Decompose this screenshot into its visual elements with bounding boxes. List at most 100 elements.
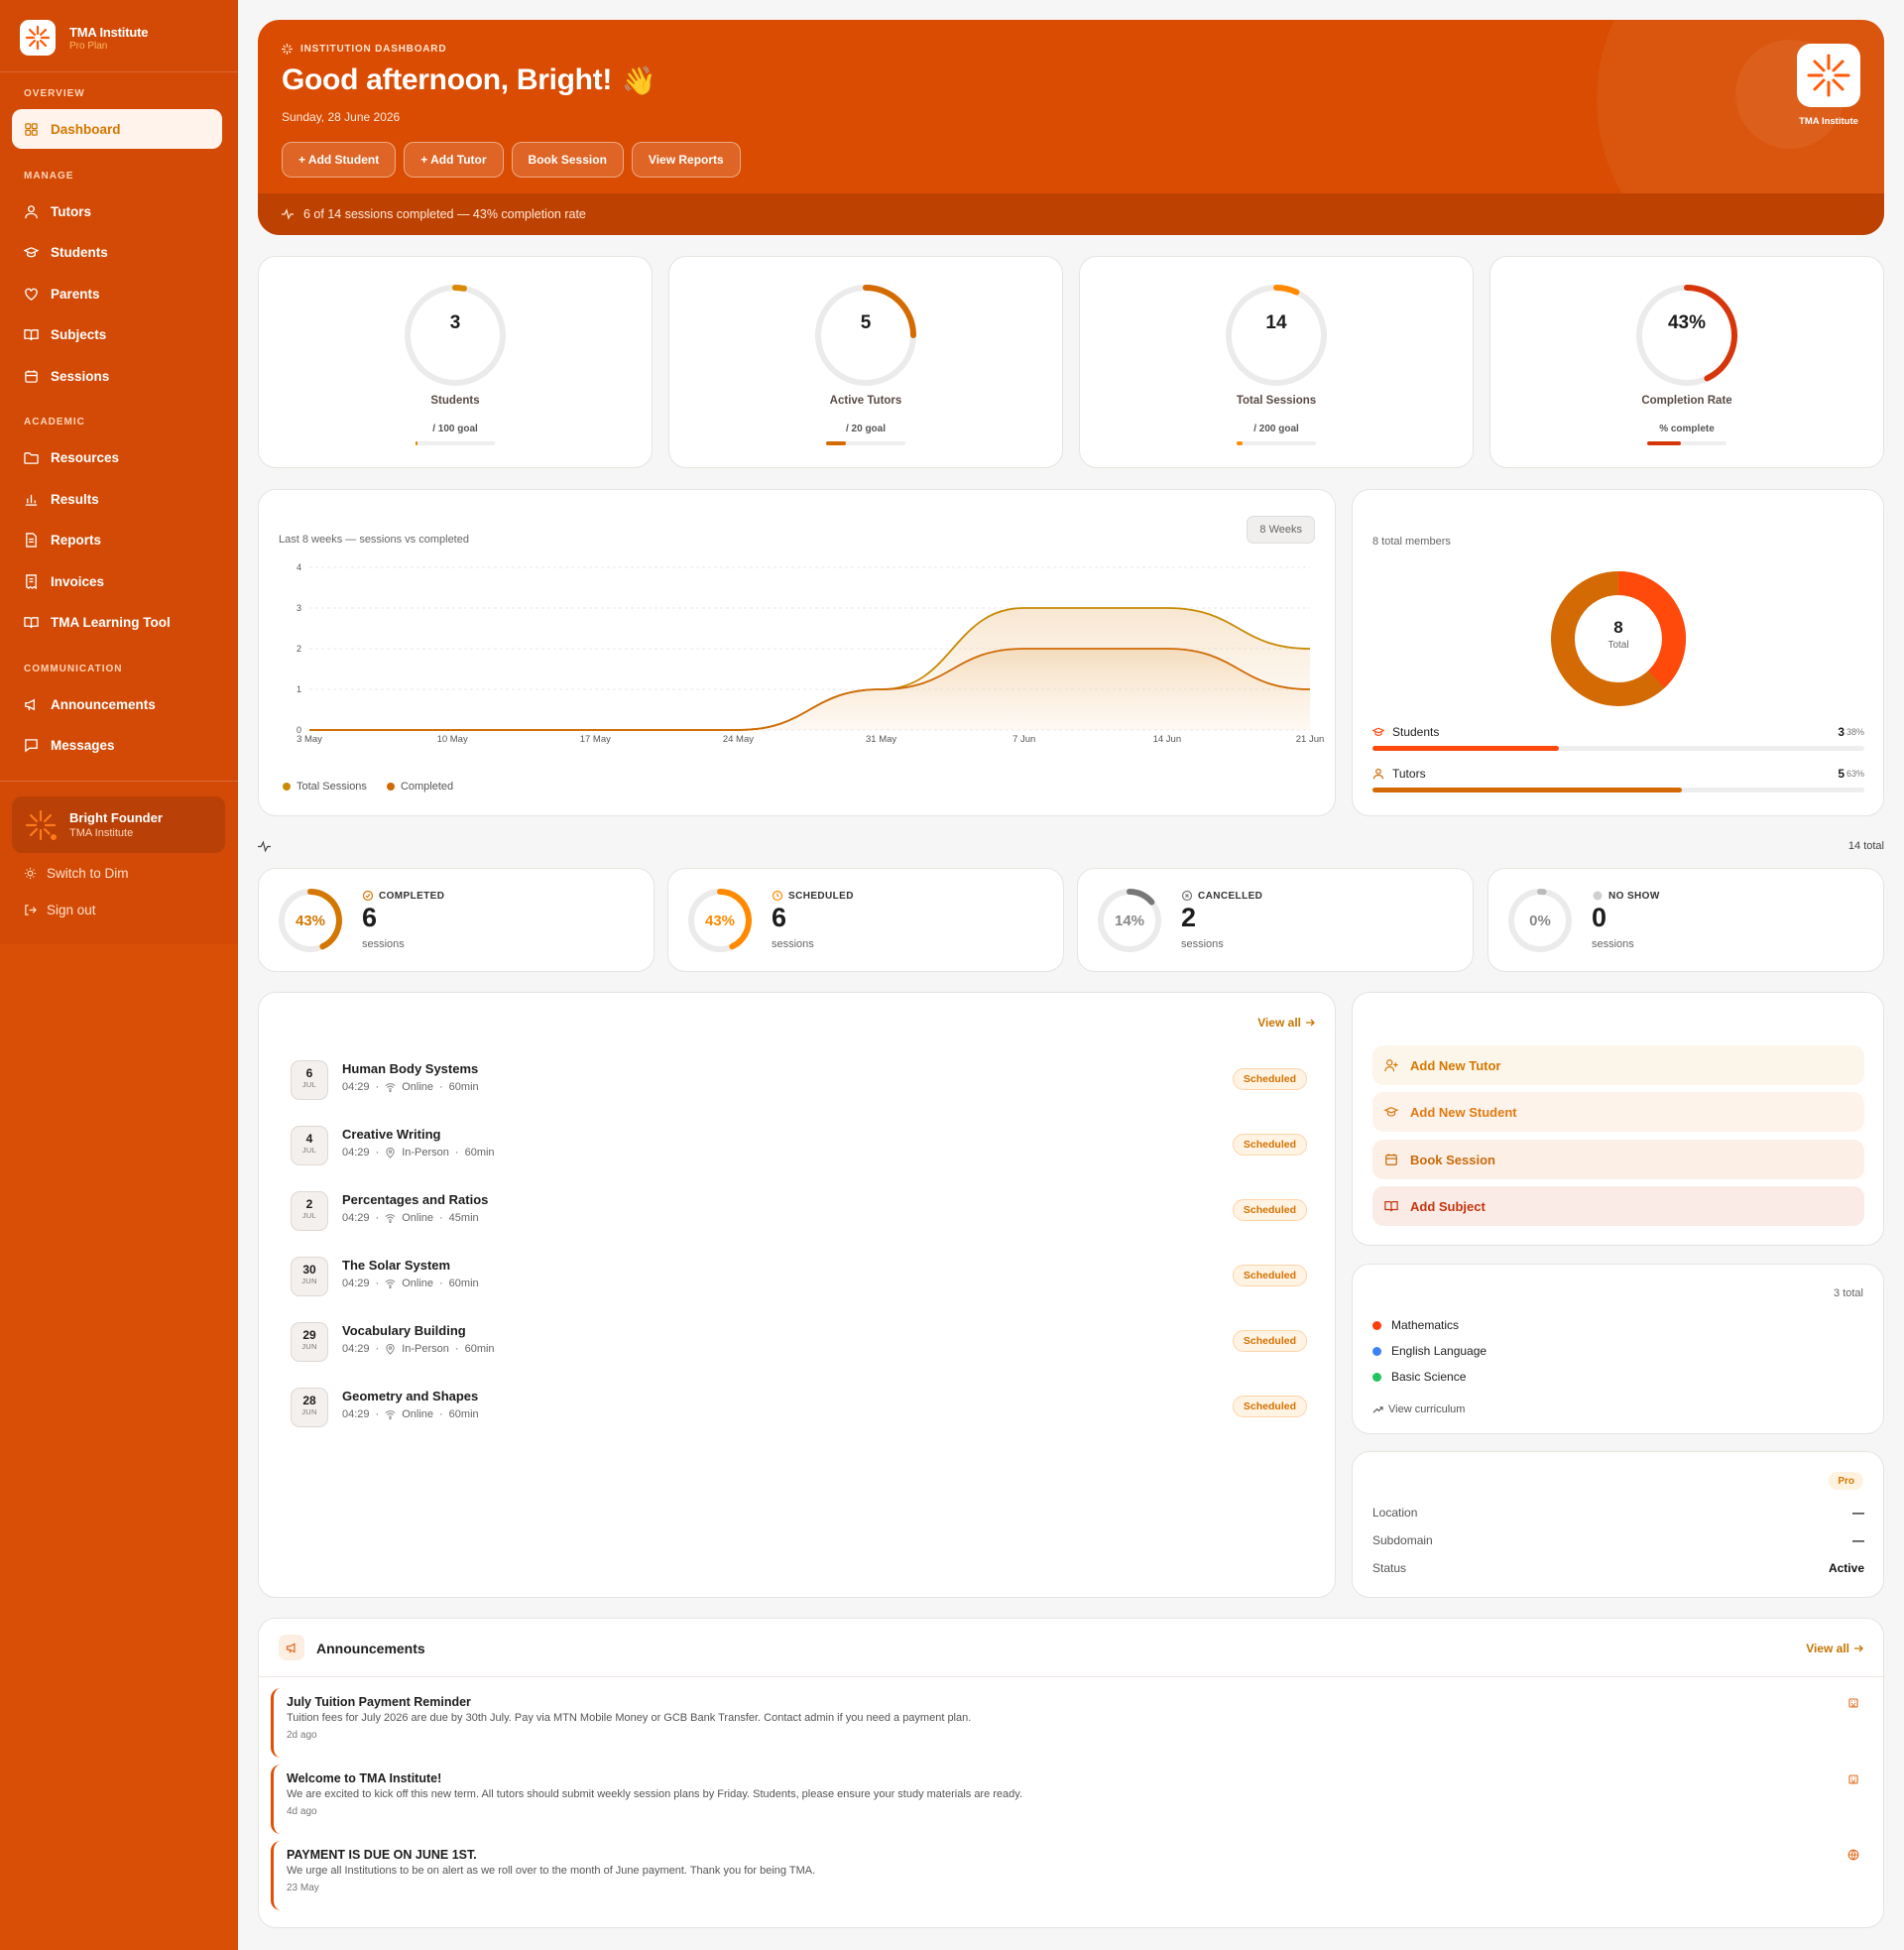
members-tutors-pct: 63% <box>1845 769 1864 779</box>
session-title: Percentages and Ratios <box>342 1192 489 1207</box>
subdomain-row: Subdomain — <box>1372 1533 1864 1547</box>
book-open-icon <box>24 328 39 340</box>
sidebar-item-invoices[interactable]: Invoices <box>12 561 222 601</box>
view-curriculum-link[interactable]: View curriculum <box>1372 1403 1465 1415</box>
sidebar-item-label: Subjects <box>51 326 107 342</box>
session-month: JUL <box>301 1211 317 1220</box>
sidebar-item-dashboard[interactable]: Dashboard <box>12 109 222 149</box>
brand-title: TMA Institute <box>69 24 149 40</box>
add-new-tutor-button[interactable]: Add New Tutor <box>1372 1045 1864 1085</box>
members-tutors-count: 5 <box>1838 767 1844 781</box>
session-mode: Online <box>402 1212 433 1224</box>
action-label: Add New Tutor <box>1410 1057 1501 1073</box>
sign-out-button[interactable]: Sign out <box>24 903 96 917</box>
view-reports-button[interactable]: View Reports <box>631 142 741 178</box>
members-students-bar-fill <box>1372 746 1560 751</box>
minus-circle-icon <box>1593 891 1603 901</box>
action-label: Add New Student <box>1410 1104 1517 1120</box>
status-label-row: COMPLETED <box>362 890 444 902</box>
y-tick-label: 2 <box>297 644 301 654</box>
announcement-item[interactable]: PAYMENT IS DUE ON JUNE 1ST. We urge all … <box>271 1841 1871 1910</box>
sidebar-item-parents[interactable]: Parents <box>12 274 222 313</box>
sidebar-item-announcements[interactable]: Announcements <box>12 684 222 724</box>
sidebar-item-messages[interactable]: Messages <box>12 725 222 765</box>
session-month: JUL <box>301 1080 317 1089</box>
add-tutor-button[interactable]: + Add Tutor <box>404 142 504 178</box>
subject-name: English Language <box>1391 1344 1488 1358</box>
sidebar-item-reports[interactable]: Reports <box>12 520 222 559</box>
sidebar-item-subjects[interactable]: Subjects <box>12 314 222 354</box>
session-date: 30 JUN <box>291 1257 328 1296</box>
x-circle-icon <box>1181 890 1193 902</box>
add-new-student-button[interactable]: Add New Student <box>1372 1092 1864 1132</box>
announcement-item[interactable]: July Tuition Payment Reminder Tuition fe… <box>271 1688 1871 1758</box>
profile-card[interactable]: Bright Founder TMA Institute <box>12 796 225 853</box>
location-pin-icon <box>386 1147 395 1158</box>
sidebar-item-sessions[interactable]: Sessions <box>12 356 222 396</box>
subject-item[interactable]: Mathematics <box>1372 1318 1459 1332</box>
sessions-view-all-link[interactable]: View all <box>1257 1016 1315 1030</box>
session-time: 04:29 <box>342 1212 370 1224</box>
series-line-completed <box>308 648 1311 731</box>
hero-banner: INSTITUTION DASHBOARD Good afternoon, Br… <box>258 20 1884 235</box>
institution-info-card: Pro Location — Subdomain — Status Active <box>1352 1451 1884 1598</box>
page-title: Good afternoon, Bright! 👋 <box>282 63 656 97</box>
sidebar-item-results[interactable]: Results <box>12 479 222 519</box>
stat-label: Completion Rate <box>1641 395 1732 407</box>
session-row[interactable]: 28 JUN Geometry and Shapes 04:29 · Onlin… <box>291 1388 1307 1431</box>
session-mode: Online <box>402 1081 433 1093</box>
add-student-button[interactable]: + Add Student <box>282 142 397 178</box>
status-sub: sessions <box>1181 938 1224 950</box>
book-session-button[interactable]: Book Session <box>511 142 624 178</box>
divider <box>259 1676 1883 1677</box>
sidebar-item-learning-tool[interactable]: TMA Learning Tool <box>12 602 222 642</box>
sidebar-item-students[interactable]: Students <box>12 232 222 272</box>
announcement-item[interactable]: Welcome to TMA Institute! We are excited… <box>271 1765 1871 1834</box>
brand[interactable]: TMA Institute Pro Plan <box>20 20 148 56</box>
sidebar-item-tutors[interactable]: Tutors <box>12 191 222 231</box>
status-ring <box>688 889 752 952</box>
x-tick-label: 31 May <box>866 734 896 745</box>
sidebar-item-label: Dashboard <box>51 121 121 137</box>
divider <box>0 71 238 72</box>
session-row[interactable]: 2 JUL Percentages and Ratios 04:29 · Onl… <box>291 1191 1307 1235</box>
announcement-body: Tuition fees for July 2026 are due by 30… <box>287 1712 972 1724</box>
announcement-time: 23 May <box>287 1883 319 1893</box>
range-selector[interactable]: 8 Weeks <box>1247 516 1315 544</box>
x-tick-label: 14 Jun <box>1153 734 1182 745</box>
subject-item[interactable]: English Language <box>1372 1344 1487 1358</box>
sun-icon <box>24 867 37 880</box>
status-row: Status Active <box>1372 1561 1864 1575</box>
session-row[interactable]: 29 JUN Vocabulary Building 04:29 · In-Pe… <box>291 1322 1307 1366</box>
members-row-tutors: Tutors 5 63% <box>1372 767 1864 781</box>
announcements-view-all-link[interactable]: View all <box>1806 1642 1863 1655</box>
hero-tag-label: INSTITUTION DASHBOARD <box>300 44 447 55</box>
stat-goal: % complete <box>1659 424 1715 434</box>
book-session-action-button[interactable]: Book Session <box>1372 1140 1864 1179</box>
session-row[interactable]: 30 JUN The Solar System 04:29 · Online ·… <box>291 1257 1307 1300</box>
switch-theme-button[interactable]: Switch to Dim <box>24 866 129 881</box>
subject-item[interactable]: Basic Science <box>1372 1370 1466 1384</box>
add-subject-button[interactable]: Add Subject <box>1372 1186 1864 1226</box>
status-sub: sessions <box>362 938 405 950</box>
session-time: 04:29 <box>342 1343 370 1355</box>
y-tick-label: 3 <box>297 603 301 613</box>
session-meta: 04:29 · Online · 60min <box>342 1278 479 1289</box>
greeting-text: Good afternoon, Bright! <box>282 63 613 96</box>
session-row[interactable]: 6 JUL Human Body Systems 04:29 · Online … <box>291 1060 1307 1104</box>
megaphone-icon <box>279 1635 304 1660</box>
status-pct: 43% <box>704 912 736 929</box>
stat-goal: / 100 goal <box>432 424 478 434</box>
x-tick-label: 3 May <box>297 734 322 745</box>
status-count: 0 <box>1592 903 1607 932</box>
announcement-body: We urge all Institutions to be on alert … <box>287 1865 816 1877</box>
session-time: 04:29 <box>342 1408 370 1420</box>
separator-dot: · <box>454 1147 459 1158</box>
sidebar-item-label: Resources <box>51 449 120 465</box>
session-duration: 45min <box>448 1212 479 1224</box>
session-day: 4 <box>305 1132 313 1146</box>
session-row[interactable]: 4 JUL Creative Writing 04:29 · In-Person… <box>291 1126 1307 1169</box>
sidebar-item-resources[interactable]: Resources <box>12 437 222 477</box>
progress-ring <box>405 285 506 386</box>
donut-total-label: Total <box>1607 640 1629 651</box>
